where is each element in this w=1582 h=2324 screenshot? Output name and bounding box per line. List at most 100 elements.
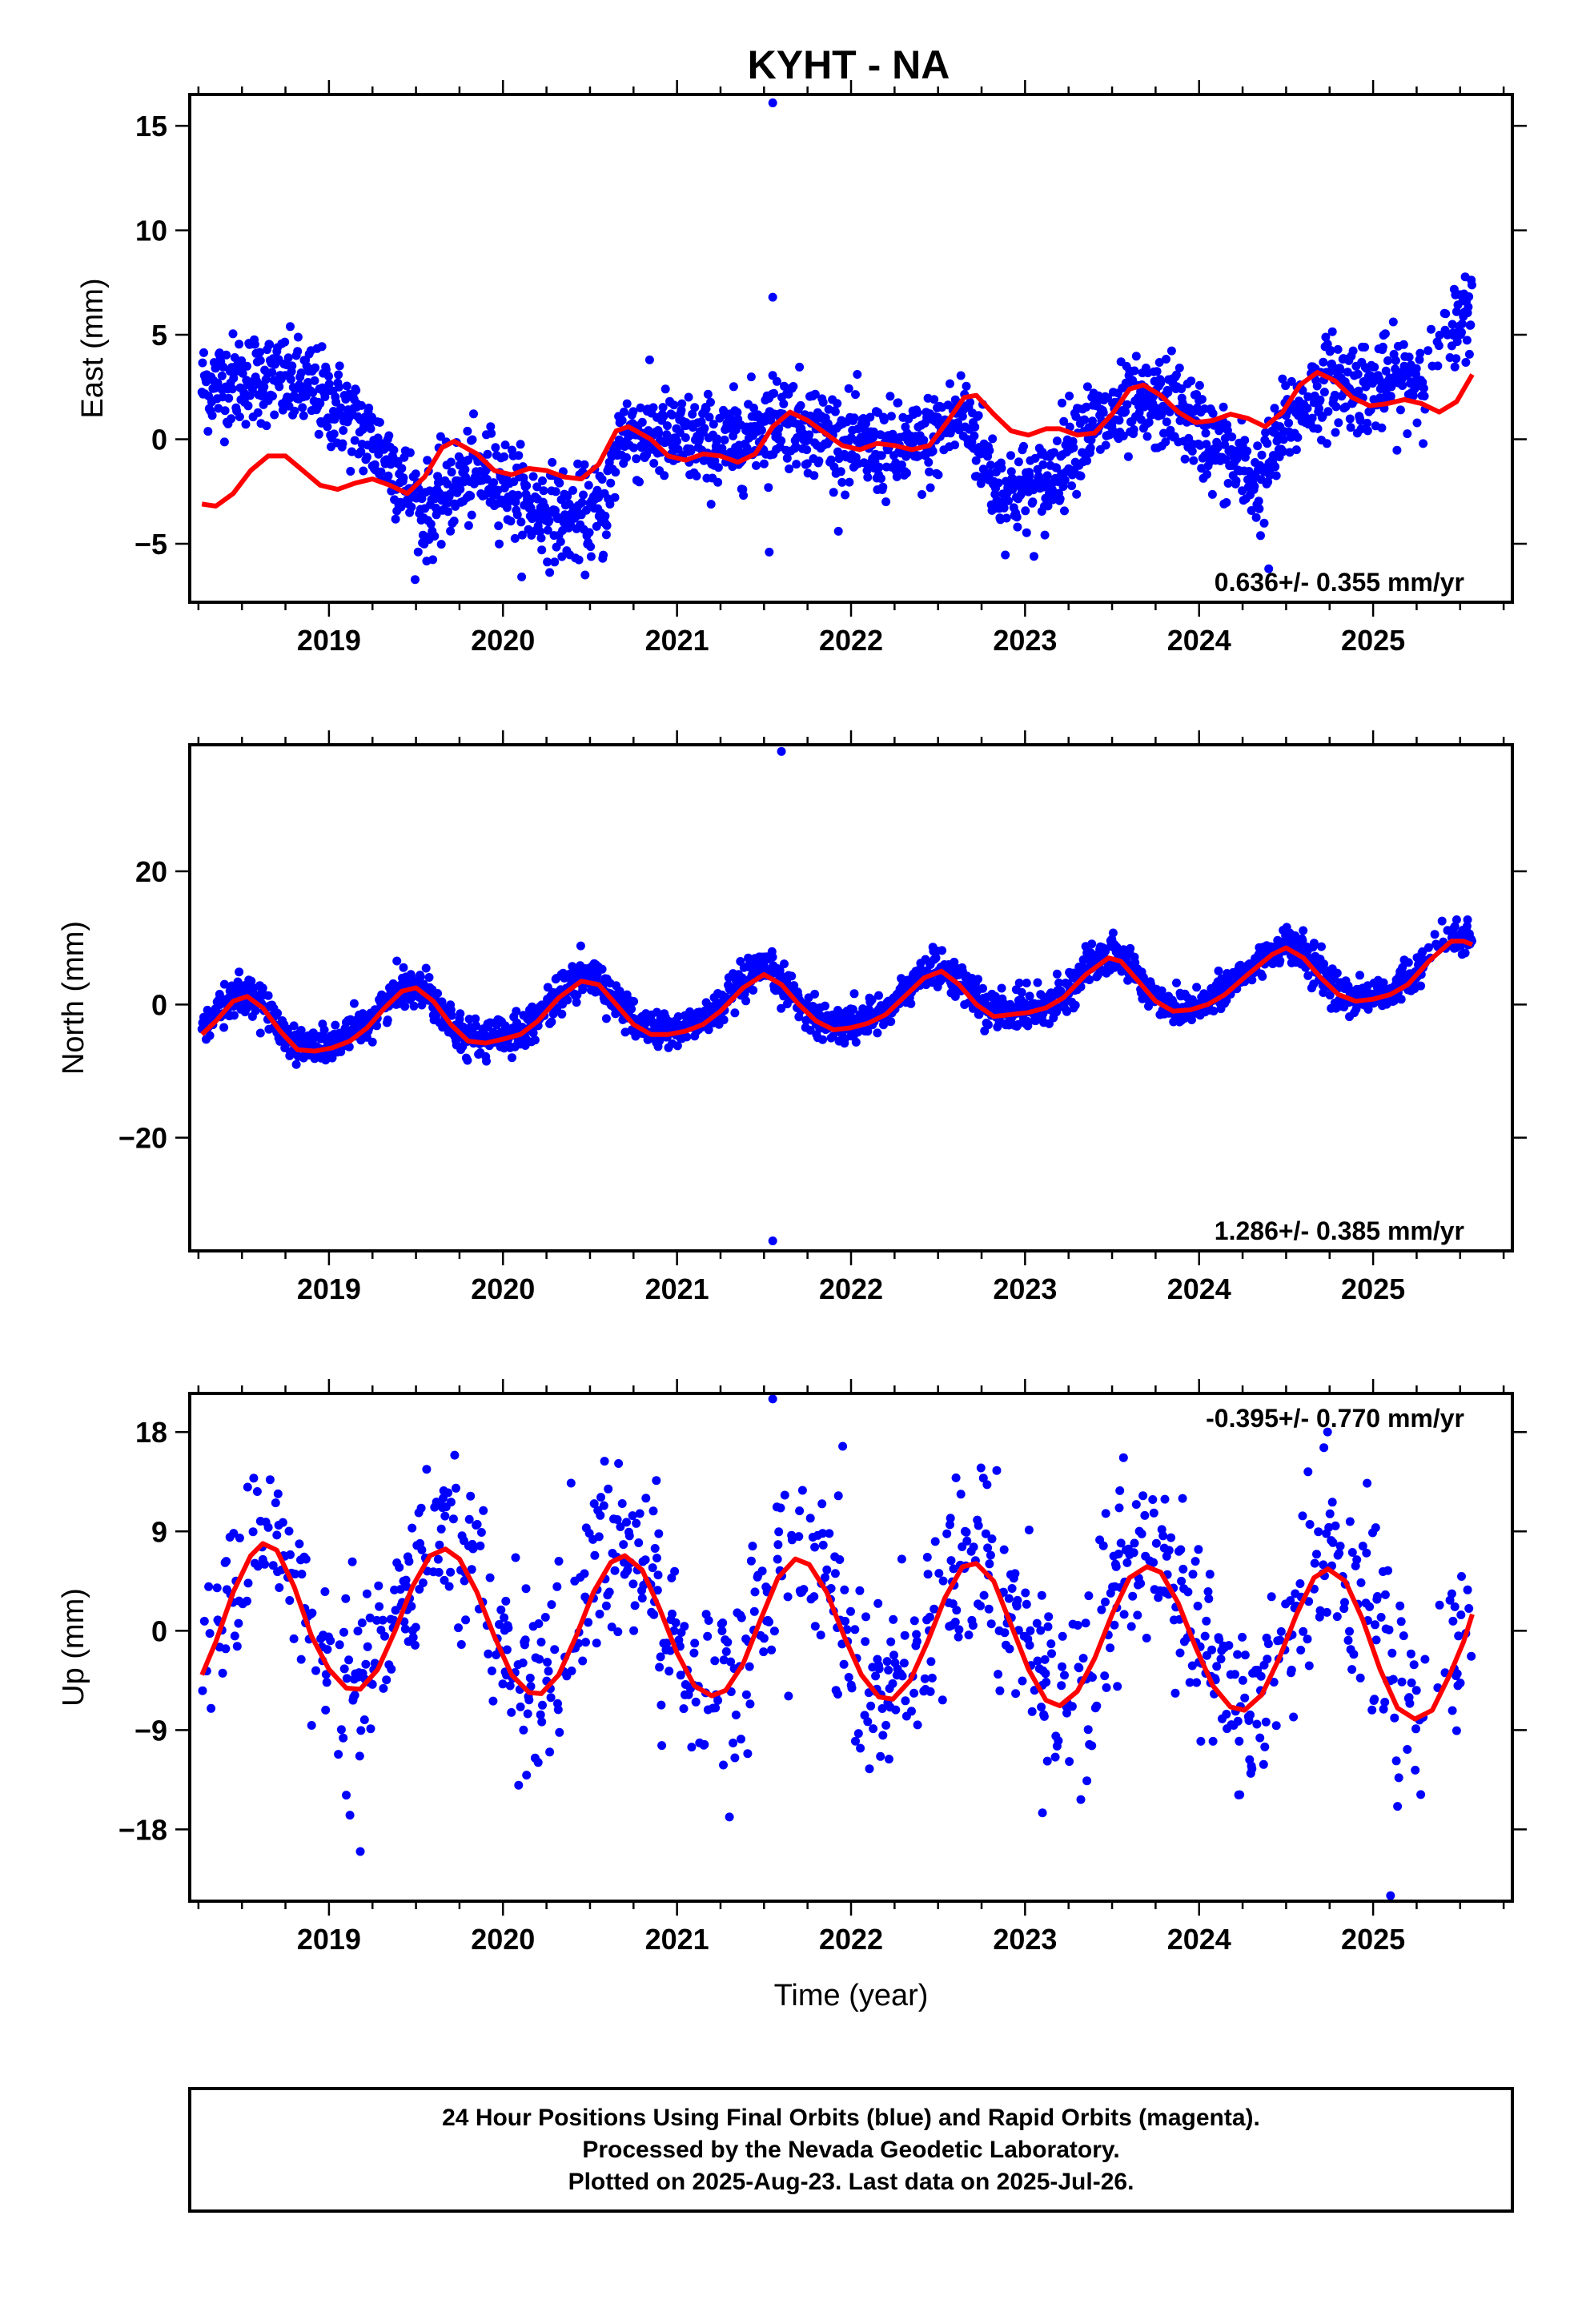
up-data-point — [523, 1709, 532, 1719]
north-data-point — [572, 990, 582, 999]
up-data-point — [838, 1441, 848, 1451]
east-data-point — [713, 434, 722, 444]
east-data-point — [1156, 378, 1166, 388]
up-data-point — [748, 1542, 757, 1551]
east-data-point — [610, 493, 620, 502]
east-data-point — [1065, 392, 1074, 400]
east-data-point — [350, 436, 359, 445]
east-data-point — [1261, 428, 1271, 437]
east-data-point — [1315, 404, 1323, 413]
east-data-point — [563, 492, 572, 501]
up-data-point — [773, 1554, 782, 1564]
up-data-point — [653, 1570, 663, 1580]
up-data-point — [222, 1557, 231, 1566]
east-data-point — [1098, 408, 1108, 417]
east-data-point — [1270, 404, 1279, 413]
north-data-point — [1416, 981, 1426, 991]
east-data-point — [1378, 342, 1387, 352]
east-data-point — [1021, 506, 1030, 516]
north-data-point — [849, 989, 859, 999]
up-data-point — [613, 1627, 623, 1637]
up-data-point — [1054, 1736, 1063, 1746]
up-data-point — [912, 1637, 921, 1647]
east-data-point — [286, 322, 295, 332]
up-data-point — [417, 1545, 427, 1554]
east-data-point — [928, 446, 938, 456]
east-data-point — [532, 482, 542, 492]
x-tick-label: 2022 — [819, 1273, 883, 1305]
east-data-point — [399, 473, 408, 483]
up-data-point — [466, 1491, 476, 1501]
north-data-point — [1275, 956, 1285, 966]
east-data-point — [818, 397, 828, 407]
east-data-point — [293, 347, 303, 356]
east-data-point — [924, 457, 934, 467]
east-data-point — [628, 407, 638, 416]
east-data-point — [230, 353, 239, 362]
east-data-point — [543, 557, 552, 567]
east-data-point — [1060, 506, 1069, 516]
east-data-point — [1461, 358, 1471, 367]
up-data-point — [656, 1700, 666, 1710]
up-data-point — [1025, 1640, 1034, 1650]
east-data-point — [351, 386, 361, 395]
east-data-point — [228, 329, 238, 339]
east-data-point — [606, 478, 616, 488]
east-data-point — [966, 398, 975, 407]
up-data-point — [969, 1542, 978, 1552]
up-data-point — [1010, 1569, 1020, 1578]
east-data-point — [436, 540, 446, 549]
east-frame — [188, 93, 1514, 604]
east-data-point — [1072, 489, 1082, 499]
up-data-point — [230, 1631, 239, 1641]
east-data-point — [579, 490, 588, 500]
east-data-point — [339, 426, 348, 435]
north-data-point — [873, 1028, 882, 1038]
east-data-point — [659, 412, 669, 421]
east-data-point — [238, 368, 247, 378]
north-data-point — [849, 1005, 857, 1014]
up-data-point — [830, 1569, 840, 1578]
east-data-point — [376, 467, 386, 476]
north-data-point — [471, 1014, 480, 1023]
north-data-point — [1355, 971, 1364, 980]
east-data-point — [791, 442, 801, 452]
east-data-point — [1151, 404, 1161, 413]
east-data-point — [632, 454, 641, 464]
east-data-point — [1231, 476, 1241, 485]
east-data-point — [654, 428, 664, 438]
up-data-point — [578, 1656, 588, 1666]
east-data-point — [1004, 496, 1013, 505]
east-data-point — [1222, 498, 1231, 507]
east-data-point — [280, 337, 290, 347]
up-data-point — [359, 1715, 369, 1724]
up-data-point — [750, 1587, 760, 1597]
up-data-point — [622, 1518, 631, 1527]
y-tick-label: −20 — [118, 1122, 167, 1155]
east-outlier-point — [768, 98, 777, 107]
up-data-point — [1060, 1671, 1069, 1680]
up-data-point — [731, 1711, 741, 1719]
up-data-point — [853, 1729, 863, 1739]
east-data-point — [1052, 463, 1062, 472]
east-data-point — [253, 408, 263, 417]
east-data-point — [1043, 501, 1053, 511]
up-data-point — [817, 1499, 827, 1509]
east-data-point — [543, 525, 552, 535]
east-data-point — [1163, 388, 1173, 397]
north-data-point — [983, 1020, 993, 1030]
east-data-point — [219, 362, 228, 372]
y-tick-label: 0 — [151, 988, 167, 1021]
east-data-point — [1466, 320, 1476, 330]
east-data-point — [930, 395, 939, 404]
up-data-point — [1013, 1595, 1022, 1605]
up-data-point — [614, 1459, 624, 1468]
up-data-point — [888, 1679, 897, 1688]
up-data-point — [400, 1624, 410, 1634]
up-data-point — [881, 1720, 891, 1730]
east-data-point — [1415, 348, 1425, 358]
east-data-point — [500, 440, 510, 450]
east-data-point — [1166, 346, 1176, 356]
east-data-point — [874, 462, 884, 472]
east-data-point — [1195, 380, 1204, 390]
